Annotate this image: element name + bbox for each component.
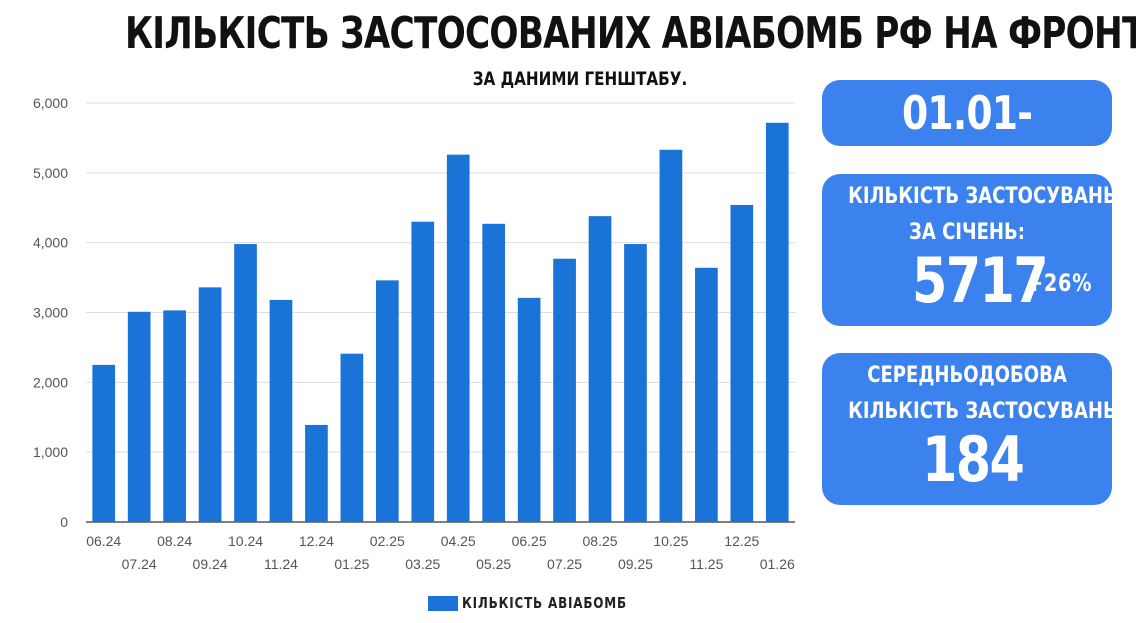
monthly-count-value: 5717 [912,244,1049,317]
page-subtitle: ЗА ДАНИМИ ГЕНШТАБУ. [472,68,688,90]
x-tick-label: 06.24 [86,533,121,549]
bar-07.25 [553,258,576,522]
bar-10.25 [659,149,683,522]
x-tick-label: 01.25 [334,556,369,572]
x-tick-label: 07.25 [547,556,582,572]
period-card: 01.01-31.01 [822,80,1112,146]
y-tick-label: 6,000 [33,95,68,111]
x-tick-label: 01.26 [760,556,795,572]
bar-12.24 [305,424,328,522]
y-tick-label: 4,000 [33,235,68,251]
bar-02.25 [375,280,399,522]
y-tick-label: 0 [60,514,68,530]
y-tick-label: 1,000 [33,444,68,460]
bar-07.24 [127,311,151,522]
x-tick-label: 08.24 [157,533,192,549]
bar-09.25 [624,244,647,522]
monthly-count-label-2: ЗА СІЧЕНЬ: [909,220,1025,245]
bar-01.26 [765,122,789,523]
x-tick-label: 12.24 [299,533,334,549]
daily-average-value: 184 [922,423,1025,496]
bar-11.25 [695,267,718,522]
bar-03.25 [411,221,435,522]
bar-11.24 [269,299,293,522]
daily-average-card: СЕРЕДНЬОДОБОВА КІЛЬКІСТЬ ЗАСТОСУВАНЬ: 18… [822,353,1112,505]
bar-08.24 [163,310,186,522]
bar-09.24 [198,287,222,522]
x-tick-label: 12.25 [724,533,759,549]
daily-average-label-1: СЕРЕДНЬОДОБОВА [867,363,1067,388]
x-tick-label: 10.24 [228,533,263,549]
x-tick-label: 02.25 [370,533,405,549]
chart-grid [86,102,795,523]
monthly-change-value: +26% [1027,269,1093,297]
legend-label: КІЛЬКІСТЬ АВІАБОМБ [462,594,627,612]
monthly-count-label-1: КІЛЬКІСТЬ ЗАСТОСУВАНЬ [848,184,1112,209]
chart-bars [92,122,789,523]
bar-08.25 [588,216,612,522]
y-tick-label: 3,000 [33,305,68,321]
bar-01.25 [340,353,364,522]
bar-10.24 [234,244,257,522]
y-tick-label: 5,000 [33,165,68,181]
x-tick-label: 08.25 [583,533,618,549]
x-tick-label: 11.25 [689,556,723,572]
x-tick-label: 09.25 [618,556,653,572]
x-axis: 06.2407.2408.2409.2410.2411.2412.2401.25… [86,533,795,572]
y-tick-label: 2,000 [33,374,68,390]
bar-06.24 [92,364,116,522]
x-tick-label: 06.25 [512,533,547,549]
x-tick-label: 07.24 [122,556,157,572]
daily-average-label-2: КІЛЬКІСТЬ ЗАСТОСУВАНЬ: [848,399,1112,424]
page-title: КІЛЬКІСТЬ ЗАСТОСОВАНИХ АВІАБОМБ РФ НА ФР… [124,8,1136,59]
x-tick-label: 11.24 [264,556,298,572]
x-tick-label: 05.25 [476,556,511,572]
period-text: 01.01-31.01 [901,86,1033,140]
x-tick-label: 03.25 [405,556,440,572]
y-axis: 0 1,000 2,000 3,000 4,000 5,000 6,000 [33,95,68,530]
x-tick-label: 09.24 [193,556,228,572]
x-tick-label: 04.25 [441,533,476,549]
bar-05.25 [482,223,506,523]
legend-swatch [428,595,458,611]
bar-06.25 [517,297,541,522]
monthly-count-card: КІЛЬКІСТЬ ЗАСТОСУВАНЬ ЗА СІЧЕНЬ: 5717 +2… [822,174,1112,326]
bar-12.25 [730,204,754,522]
bar-04.25 [446,154,470,522]
chart-legend: КІЛЬКІСТЬ АВІАБОМБ [428,594,668,612]
x-tick-label: 10.25 [653,533,688,549]
